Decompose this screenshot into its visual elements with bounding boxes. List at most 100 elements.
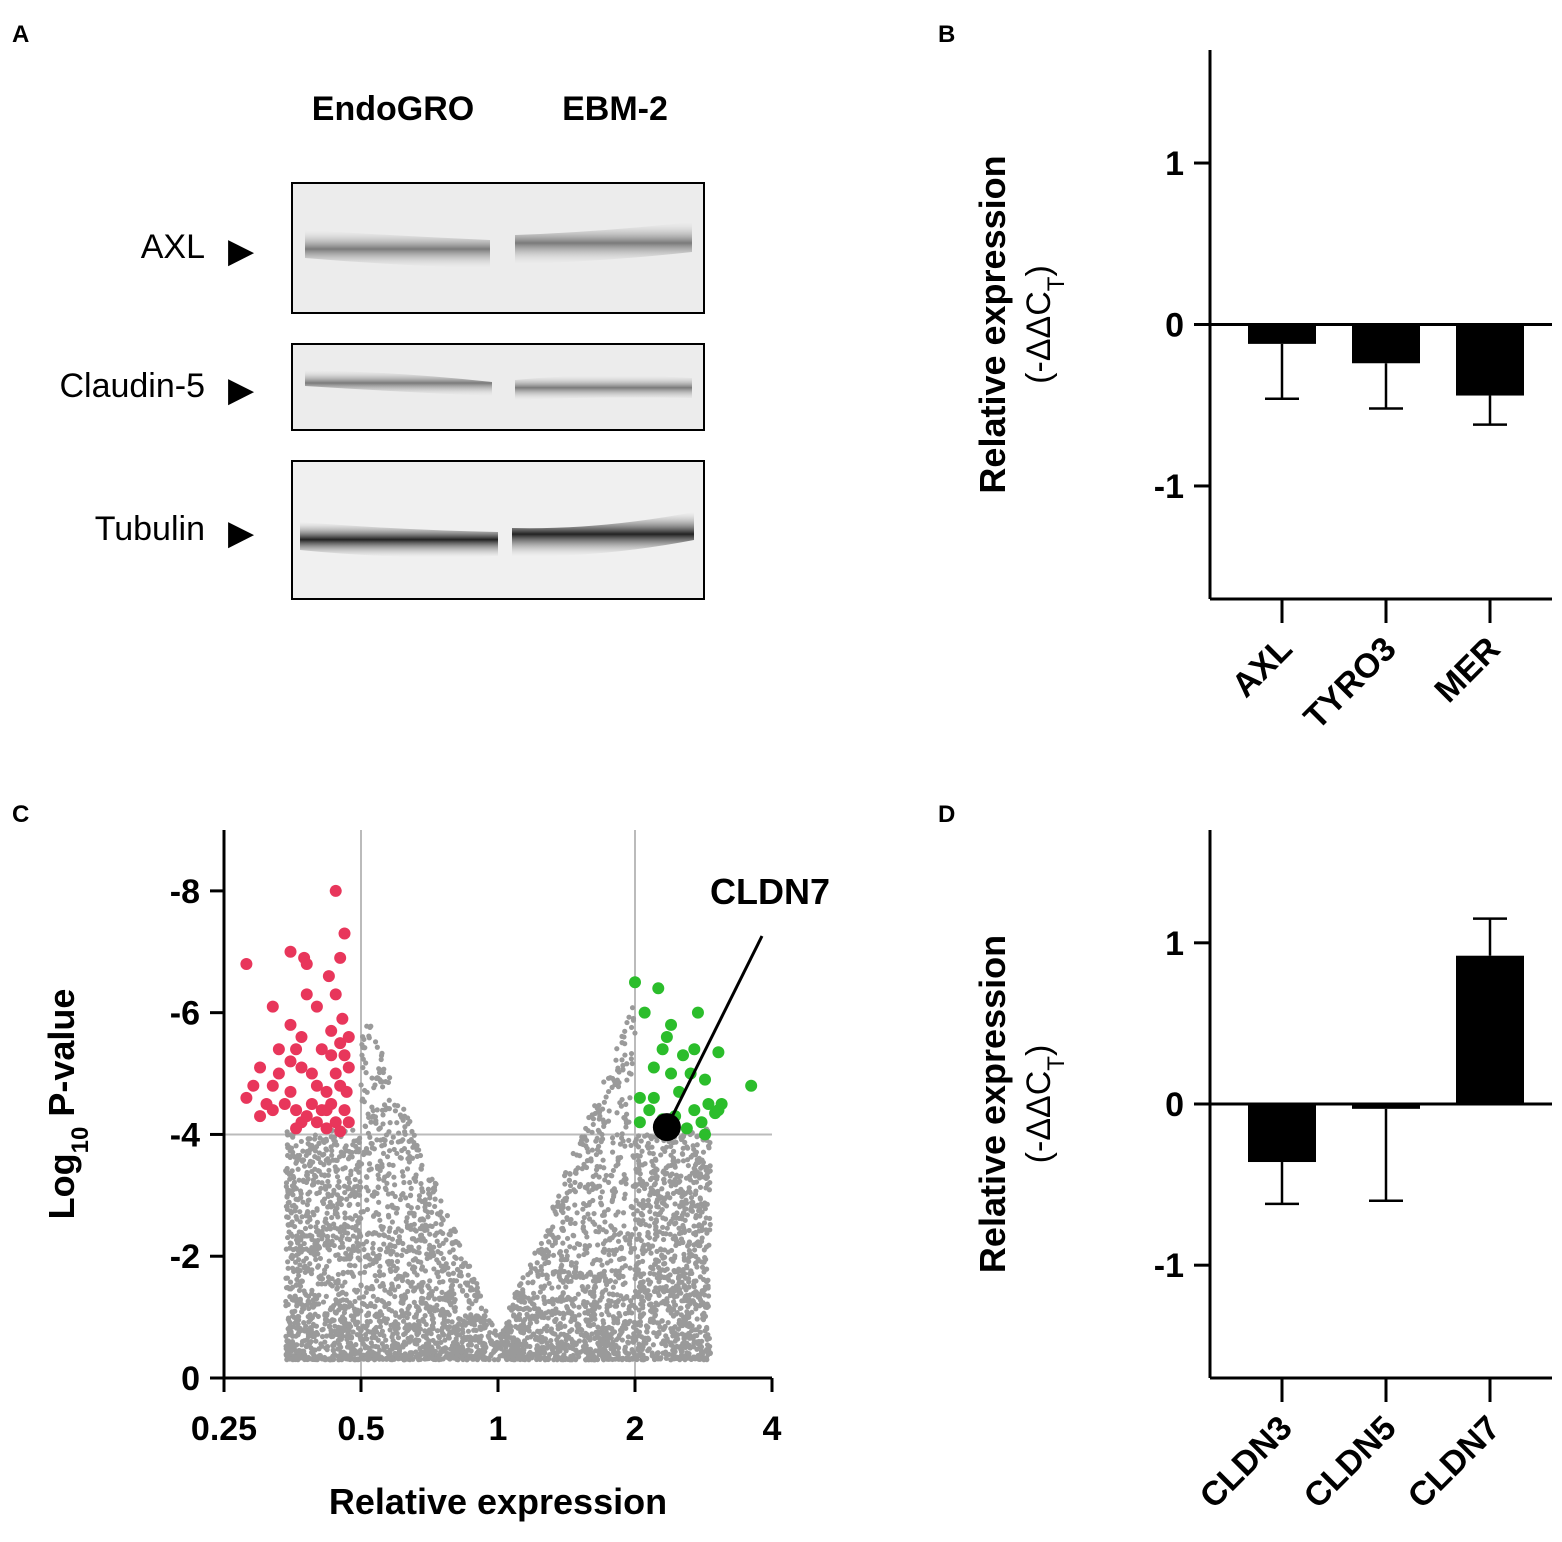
background-point: [608, 1258, 614, 1264]
background-point: [292, 1293, 298, 1299]
background-point: [382, 1287, 388, 1293]
background-point: [438, 1339, 444, 1346]
background-point: [704, 1201, 710, 1207]
band: [515, 222, 692, 264]
background-point: [395, 1283, 402, 1290]
background-point: [404, 1325, 410, 1331]
background-point: [546, 1239, 552, 1245]
background-point: [324, 1333, 330, 1339]
background-point: [376, 1268, 383, 1275]
background-point: [408, 1226, 414, 1232]
background-point: [453, 1336, 459, 1342]
background-point: [293, 1282, 299, 1288]
background-point: [583, 1317, 589, 1323]
background-point: [356, 1159, 362, 1165]
background-point: [354, 1311, 361, 1317]
background-point: [438, 1198, 444, 1204]
background-point: [679, 1193, 685, 1200]
background-point: [581, 1251, 587, 1258]
background-point: [375, 1185, 381, 1191]
background-point: [296, 1229, 302, 1235]
background-point: [313, 1338, 319, 1344]
background-point: [644, 1325, 650, 1331]
background-point: [295, 1197, 301, 1203]
background-point: [400, 1173, 406, 1179]
panel-label-a: A: [12, 21, 29, 48]
background-point: [383, 1186, 389, 1193]
background-point: [358, 1327, 364, 1333]
background-point: [342, 1221, 348, 1228]
background-point: [349, 1216, 355, 1222]
background-point: [702, 1206, 708, 1212]
background-point: [538, 1249, 544, 1255]
background-point: [557, 1342, 563, 1348]
background-point: [637, 1288, 643, 1294]
background-point: [703, 1244, 710, 1250]
background-point: [378, 1354, 384, 1360]
down-point: [325, 1049, 338, 1062]
background-point: [608, 1346, 614, 1352]
background-point: [384, 1154, 391, 1160]
bar: [1352, 1104, 1420, 1109]
background-point: [686, 1271, 693, 1277]
background-point: [553, 1306, 559, 1312]
background-point: [556, 1272, 562, 1278]
background-point: [607, 1237, 613, 1243]
background-point: [390, 1162, 396, 1168]
background-point: [329, 1276, 335, 1282]
background-point: [555, 1284, 562, 1290]
background-point: [339, 1290, 345, 1296]
background-point: [310, 1209, 316, 1215]
background-point: [397, 1314, 403, 1320]
up-point: [665, 1067, 678, 1080]
background-point: [683, 1287, 689, 1293]
background-point: [345, 1321, 351, 1327]
background-point: [299, 1355, 305, 1361]
background-point: [398, 1308, 405, 1314]
background-point: [572, 1314, 578, 1320]
background-point: [318, 1185, 324, 1192]
panel-label-c: C: [12, 801, 29, 828]
background-point: [681, 1251, 687, 1257]
blot-claudin5: [291, 343, 705, 431]
background-point: [573, 1170, 579, 1176]
background-point: [326, 1324, 333, 1330]
background-point: [678, 1173, 684, 1179]
category-label: CLDN7: [1401, 1409, 1508, 1516]
background-point: [425, 1214, 431, 1220]
background-point: [606, 1312, 612, 1318]
background-point: [466, 1263, 473, 1269]
background-point: [544, 1328, 550, 1334]
background-point: [427, 1309, 433, 1315]
up-point: [665, 1018, 678, 1031]
background-point: [593, 1228, 599, 1235]
background-point: [346, 1179, 353, 1186]
background-point: [620, 1138, 626, 1144]
background-point: [436, 1243, 443, 1249]
background-point: [550, 1205, 556, 1211]
background-point: [386, 1171, 392, 1177]
background-point: [338, 1196, 345, 1202]
lane-header-endogro: EndoGRO: [312, 90, 474, 128]
background-point: [620, 1067, 626, 1073]
background-point: [304, 1266, 310, 1272]
background-point: [386, 1300, 392, 1307]
band: [512, 512, 694, 557]
background-point: [531, 1290, 537, 1296]
background-point: [351, 1356, 357, 1362]
background-point: [429, 1223, 435, 1230]
background-point: [619, 1040, 625, 1046]
panel-label-b: B: [938, 21, 955, 48]
background-point: [337, 1316, 344, 1323]
background-point: [385, 1079, 392, 1086]
background-point: [676, 1215, 682, 1222]
background-point: [345, 1269, 351, 1275]
background-point: [662, 1301, 668, 1307]
down-point: [290, 1043, 303, 1056]
background-point: [689, 1327, 695, 1334]
background-point: [286, 1351, 292, 1357]
background-point: [326, 1247, 333, 1253]
background-point: [621, 1256, 627, 1262]
background-point: [306, 1161, 312, 1167]
band: [300, 522, 498, 558]
